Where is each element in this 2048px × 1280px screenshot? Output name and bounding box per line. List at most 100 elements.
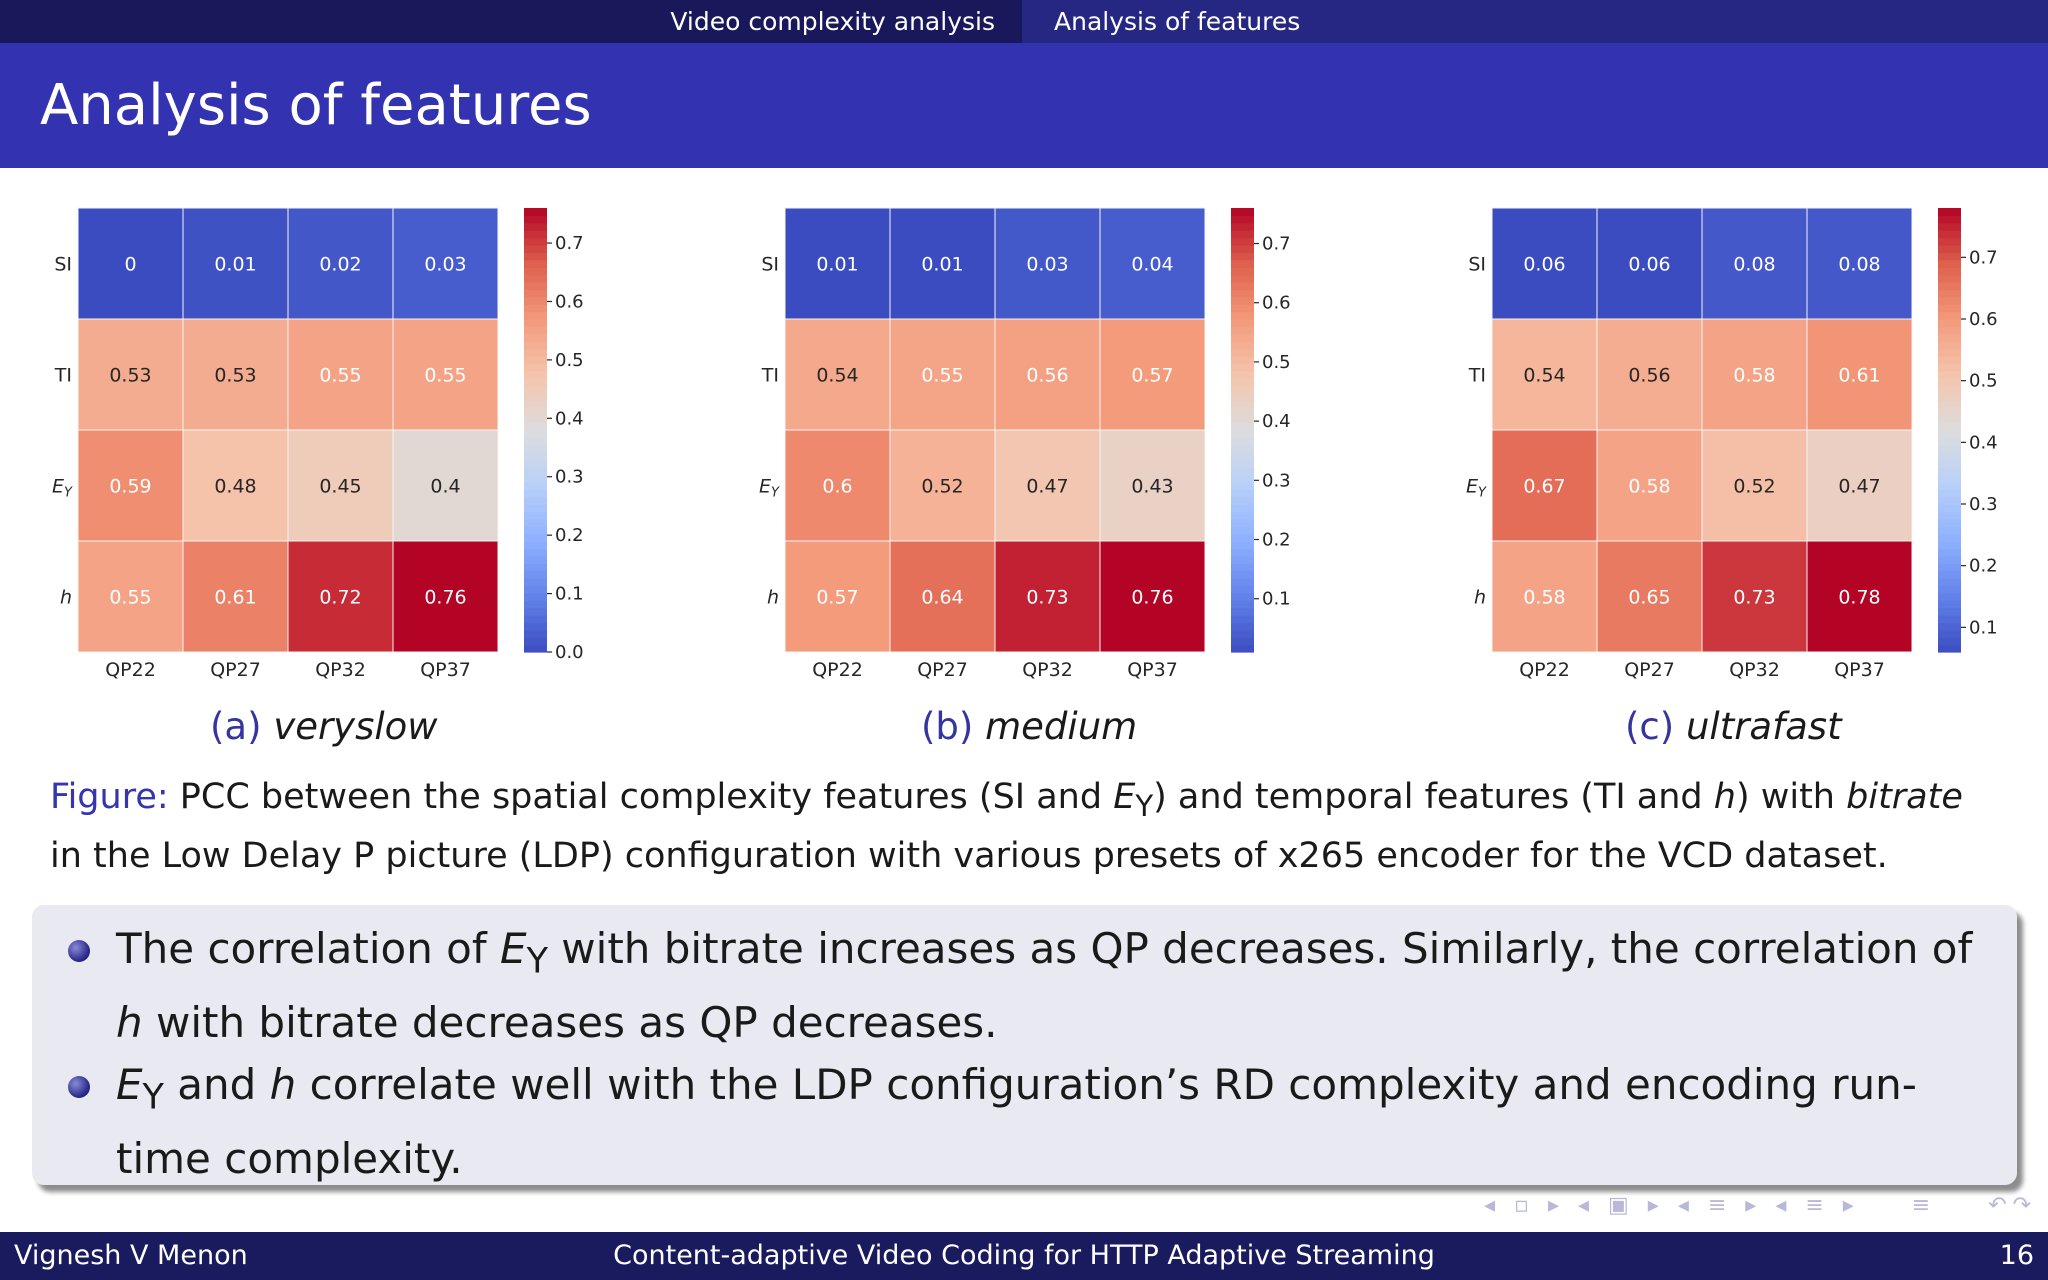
colorbar-segment (1938, 393, 1961, 401)
colorbar-segment (1938, 474, 1961, 483)
cell-value-label: 0.55 (319, 365, 361, 387)
beamer-navigation-icons[interactable]: ◂ ▫ ▸ ◂ ▣ ▸ ◂ ≡ ▸ ◂ ≡ ▸ ≡ ↶↷ ⌕ (1484, 1193, 2048, 1218)
colorbar-segment (1938, 459, 1961, 468)
heatmap-cell (784, 429, 891, 542)
colorbar-segment (1231, 600, 1254, 609)
colorbar-segment (1938, 518, 1961, 527)
caption-b-tag: (b) (921, 705, 974, 748)
cell-value-label: 0.53 (109, 365, 151, 387)
cell-value-label: 0.73 (1026, 587, 1068, 609)
colorbar-tick-label: 0.4 (1969, 432, 1998, 453)
cell-value-label: 0.43 (1131, 476, 1173, 498)
b1-mid: with bitrate increases as QP decreases. … (547, 924, 1973, 973)
colorbar-segment (1938, 533, 1961, 542)
colorbar-tick-label: 0.2 (1262, 530, 1291, 551)
cell-value-label: 0.76 (424, 587, 466, 609)
colorbar-segment (524, 459, 547, 468)
colorbar-segment (524, 452, 547, 461)
b1-e: E (500, 924, 527, 973)
heatmap-cell (1701, 540, 1808, 653)
colorbar-segment (1231, 356, 1254, 364)
colorbar-segment (524, 341, 547, 350)
colorbar-segment (524, 644, 547, 653)
colorbar-segment (1231, 592, 1254, 601)
colorbar-segment (1938, 274, 1961, 283)
heatmaps-svg: 0 0.01 0.02 0.03 0.53 0.53 0.55 0.55 0.59 0.48 0.4… (52, 207, 1998, 681)
colorbar-segment (524, 282, 547, 290)
cell-value-label: 0.02 (319, 254, 361, 276)
heatmap-cell (889, 207, 996, 320)
colorbar-tick-label: 0.6 (555, 291, 584, 312)
cell-value-label: 0.01 (816, 254, 858, 276)
colorbar-segment (1231, 252, 1254, 261)
b1-sub: Y (526, 941, 548, 982)
cell-value-label: 0.59 (109, 476, 151, 498)
colorbar-segment (524, 570, 547, 579)
colorbar-segment (524, 526, 547, 535)
column-tick-label: QP32 (315, 659, 366, 681)
colorbar-segment (1231, 304, 1254, 313)
nav-section[interactable]: Video complexity analysis (0, 0, 1022, 43)
heatmap-cell (1701, 318, 1808, 431)
bullet-block (32, 905, 2017, 1185)
heatmap-cell (182, 318, 289, 431)
colorbar-segment (524, 215, 547, 224)
cell-value-label: 0.6 (822, 476, 852, 498)
cell-value-label: 0.57 (816, 587, 858, 609)
cell-value-label: 0.78 (1838, 587, 1880, 609)
heatmap-cell (784, 540, 891, 653)
colorbar-segment (1231, 481, 1254, 490)
cell-value-label: 0.52 (1733, 476, 1775, 498)
colorbar-segment (1231, 496, 1254, 505)
heatmap-cell (1099, 207, 1206, 320)
colorbar-segment (1938, 637, 1961, 646)
colorbar-segment (1231, 541, 1254, 549)
heatmap-cell (182, 429, 289, 542)
heatmap-cell (1806, 540, 1913, 653)
heatmap-cell (1596, 429, 1703, 542)
colorbar-segment (524, 356, 547, 364)
colorbar-tick-label: 0.0 (555, 642, 584, 663)
heatmap-cell (1099, 318, 1206, 431)
caption-a-name: veryslow (273, 705, 438, 748)
heatmap-cell (1491, 318, 1598, 431)
heatmap-cell (392, 318, 499, 431)
cell-value-label: 0.61 (1838, 365, 1880, 387)
cell-value-label: 0.01 (214, 254, 256, 276)
colorbar-segment (1231, 407, 1254, 416)
column-tick-label: QP22 (105, 659, 156, 681)
nav-subsection[interactable]: Analysis of features (1022, 0, 2048, 43)
colorbar-segment (524, 533, 547, 542)
heatmap-cell (77, 318, 184, 431)
colorbar-segment (1231, 637, 1254, 646)
colorbar-segment (1938, 267, 1961, 276)
row-tick-label: SI (54, 254, 72, 276)
heatmap-cell (1806, 318, 1913, 431)
colorbar-segment (1938, 363, 1961, 372)
column-tick-label: QP37 (1127, 659, 1178, 681)
colorbar-segment (1231, 222, 1254, 231)
caption-a: (a) veryslow (210, 705, 438, 748)
colorbar-segment (1231, 511, 1254, 520)
colorbar-segment (524, 370, 547, 379)
heatmap-cell (994, 540, 1101, 653)
colorbar-segment (524, 467, 547, 475)
colorbar-segment (524, 348, 547, 357)
colorbar-segment (1938, 208, 1961, 216)
colorbar-segment (1938, 615, 1961, 623)
colorbar-segment (524, 245, 547, 253)
row-tick-label: h (1474, 587, 1486, 609)
caption-c: (c) ultrafast (1625, 705, 1842, 748)
colorbar-segment (1231, 489, 1254, 498)
colorbar-segment (1231, 518, 1254, 527)
colorbar-segment (1938, 296, 1961, 305)
colorbar-segment (1938, 578, 1961, 586)
column-tick-label: QP22 (812, 659, 863, 681)
heatmap-cell (994, 318, 1101, 431)
row-tick-label: h (767, 587, 779, 609)
colorbar-segment (1231, 629, 1254, 638)
colorbar-segment (1231, 215, 1254, 224)
colorbar-segment (524, 578, 547, 586)
figcap-bitrate: bitrate (1846, 777, 1963, 817)
colorbar-segment (524, 585, 547, 594)
